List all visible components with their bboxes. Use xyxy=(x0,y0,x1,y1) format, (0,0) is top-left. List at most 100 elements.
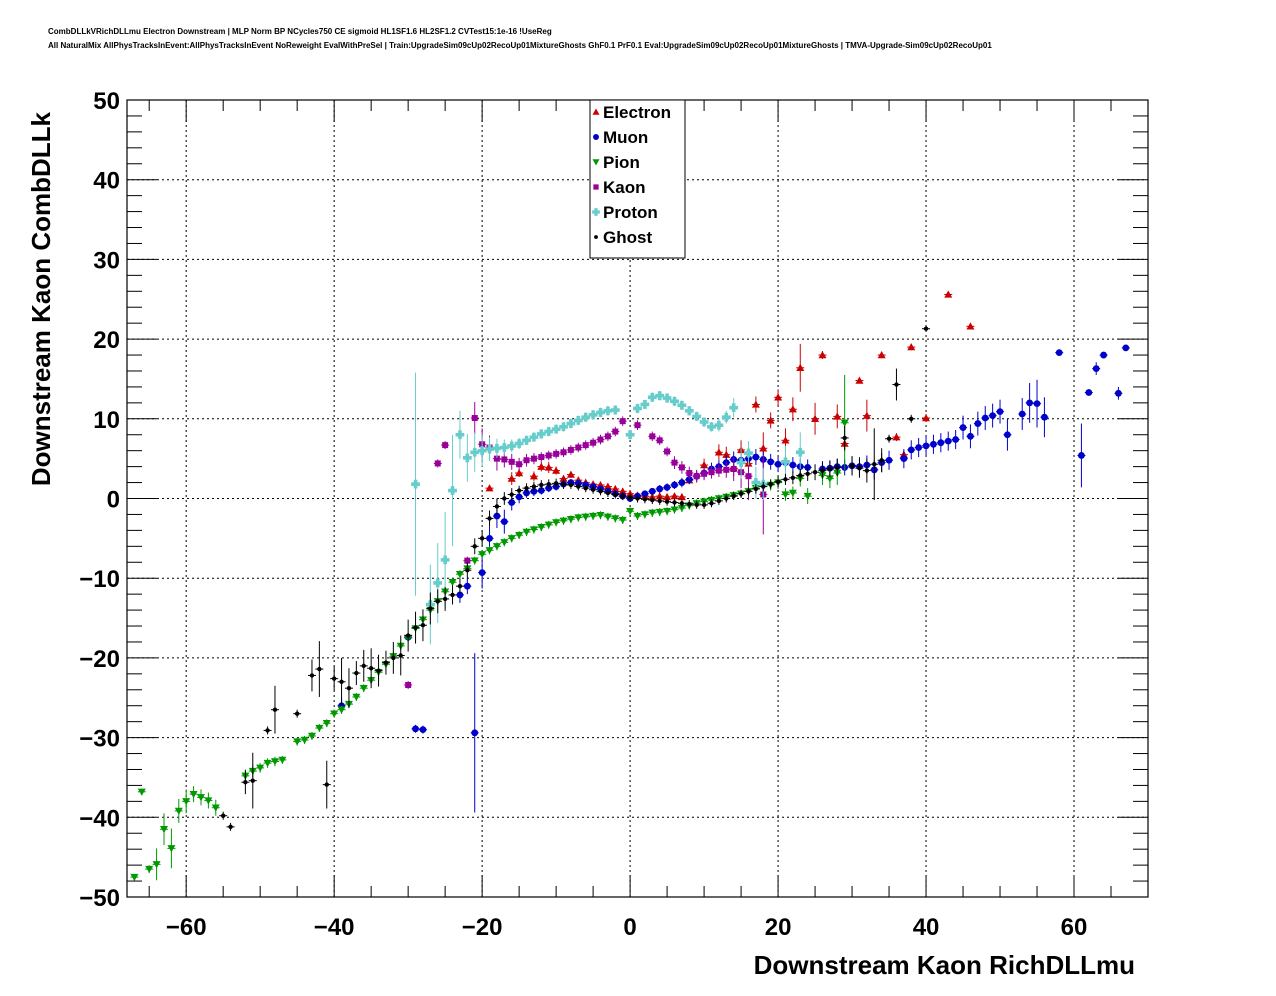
electron-point xyxy=(944,290,953,298)
y-tick-label: −30 xyxy=(79,726,120,753)
pion-point xyxy=(788,486,797,500)
pion-point xyxy=(315,724,324,733)
kaon-point xyxy=(507,453,516,470)
ghost-point xyxy=(552,478,561,489)
proton-point xyxy=(551,424,561,434)
ghost-point xyxy=(426,592,435,625)
proton-point xyxy=(640,399,650,410)
legend-marker-muon xyxy=(593,134,599,140)
y-tick-label: 0 xyxy=(107,487,120,514)
pion-point xyxy=(278,755,287,764)
ghost-point xyxy=(633,494,642,503)
series-layer xyxy=(130,290,1130,882)
ghost-point xyxy=(330,666,339,691)
pion-point xyxy=(145,865,154,874)
proton-point xyxy=(499,439,509,456)
pion-point xyxy=(211,799,220,816)
ghost-point xyxy=(507,488,516,501)
pion-point xyxy=(522,527,531,536)
ghost-point xyxy=(589,485,598,494)
pion-point xyxy=(152,848,161,881)
pion-point xyxy=(507,534,516,543)
muon-point xyxy=(959,415,968,440)
kaon-point xyxy=(700,467,709,481)
muon-point xyxy=(663,483,672,492)
x-tick-label: −60 xyxy=(166,914,207,941)
electron-point xyxy=(529,471,538,481)
ghost-point xyxy=(522,483,531,493)
pion-point xyxy=(270,756,279,767)
kaon-point xyxy=(692,469,701,483)
kaon-point xyxy=(470,402,479,434)
pion-point xyxy=(670,505,679,514)
electron-point xyxy=(566,470,575,478)
pion-point xyxy=(618,516,627,525)
muon-point xyxy=(418,725,427,734)
muon-point xyxy=(1099,351,1108,359)
proton-point xyxy=(573,415,583,426)
x-tick-label: −20 xyxy=(462,914,503,941)
electron-point xyxy=(670,492,679,500)
pion-point xyxy=(559,516,568,525)
ghost-point xyxy=(455,578,464,595)
muon-point xyxy=(670,480,679,489)
kaon-point xyxy=(441,441,450,450)
y-tick-label: 30 xyxy=(93,247,120,274)
ghost-point xyxy=(670,498,679,507)
ghost-point xyxy=(825,461,834,477)
electron-point xyxy=(966,322,975,330)
muon-point xyxy=(463,578,472,595)
kaon-point xyxy=(677,461,686,474)
muon-point xyxy=(1033,379,1042,428)
pion-point xyxy=(589,512,598,521)
ghost-point xyxy=(707,499,716,508)
muon-point xyxy=(751,449,760,466)
pion-point xyxy=(307,732,316,741)
pion-point xyxy=(182,789,191,814)
ghost-point xyxy=(603,488,612,497)
axis-ticks: −60 −40 −20 0 20 40 60 −50 −40 −30 −20 −10 0 10 20 30 40… xyxy=(79,88,1149,941)
pion-point xyxy=(552,518,561,527)
legend-marker-pion xyxy=(592,159,600,166)
proton-point xyxy=(633,403,642,414)
pion-point xyxy=(581,512,590,521)
electron-point xyxy=(818,351,827,360)
ghost-point xyxy=(322,760,331,809)
electron-point xyxy=(677,492,686,501)
pion-point xyxy=(603,512,612,521)
electron-point xyxy=(796,343,805,392)
ghost-point xyxy=(374,654,383,687)
muon-point xyxy=(996,399,1005,424)
muon-point xyxy=(1084,389,1093,396)
pion-point xyxy=(640,510,649,519)
ghost-point xyxy=(344,668,353,709)
pion-point xyxy=(174,798,183,823)
ghost-point xyxy=(559,479,568,489)
proton-point xyxy=(677,400,687,411)
kaon-point xyxy=(574,442,583,453)
pion-point xyxy=(159,813,168,846)
pion-point xyxy=(137,788,146,796)
ghost-point xyxy=(448,585,457,605)
kaon-point xyxy=(581,440,590,450)
y-tick-label: 10 xyxy=(93,407,120,434)
pion-point xyxy=(448,578,457,587)
ghost-point xyxy=(611,490,620,499)
legend: Electron Muon Pion Kaon Proton Ghost xyxy=(589,99,686,259)
legend-entry-muon: Muon xyxy=(593,128,648,147)
pion-point xyxy=(840,374,849,471)
ghost-point xyxy=(529,481,538,492)
electron-point xyxy=(922,414,931,422)
kaon-point xyxy=(559,447,568,458)
ghost-point xyxy=(544,479,553,489)
ghost-point xyxy=(226,822,235,831)
ghost-point xyxy=(648,496,657,505)
pion-point xyxy=(337,705,346,714)
ghost-point xyxy=(722,494,731,503)
muon-point xyxy=(1121,344,1130,352)
pion-point xyxy=(204,792,213,809)
proton-point xyxy=(736,446,746,479)
muon-point xyxy=(885,450,894,470)
y-tick-label: 40 xyxy=(93,168,120,195)
ghost-point xyxy=(729,492,738,501)
